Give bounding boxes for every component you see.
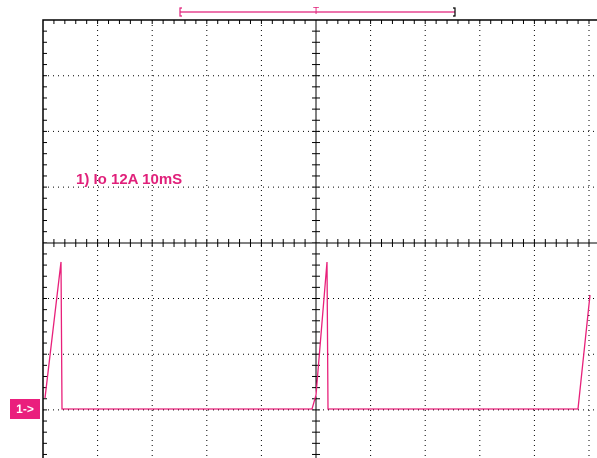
channel-marker-box: [10, 399, 40, 419]
graticule: [43, 20, 597, 458]
trigger-marker: T: [313, 6, 319, 17]
time-bracket: [179, 7, 456, 17]
waveform-trace: [44, 261, 591, 410]
bracket-right: [453, 7, 456, 17]
channel-marker: 1->: [16, 402, 34, 416]
graticule-frame: [42, 19, 597, 458]
bracket-left: [179, 7, 182, 17]
channel-annotation: 1) Io 12A 10mS: [76, 171, 182, 188]
